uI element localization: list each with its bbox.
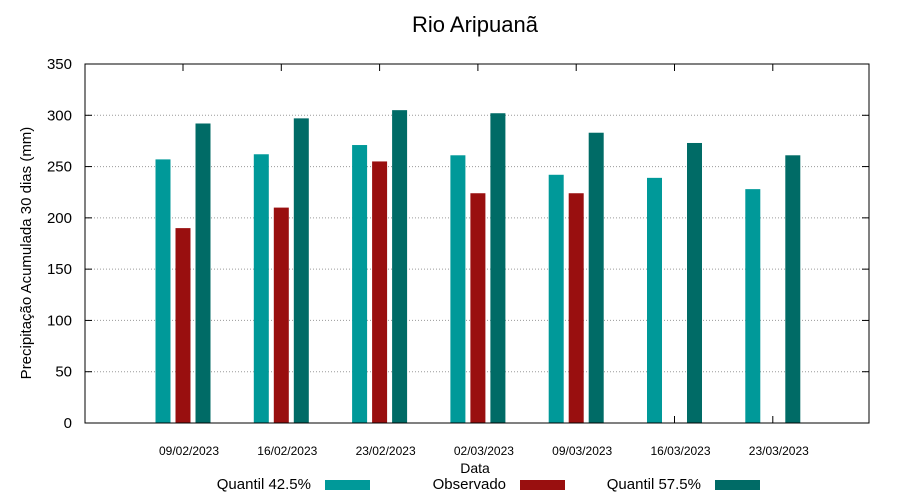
- bar: [588, 132, 604, 424]
- y-tick-label: 100: [47, 312, 72, 329]
- x-axis-ticks: 09/02/2023 16/02/2023 23/02/2023 02/03/2023…: [159, 64, 809, 458]
- x-tick-label: 09/03/2023: [552, 444, 612, 458]
- y-tick-label: 50: [55, 364, 72, 381]
- bar: [470, 193, 486, 423]
- y-tick-label: 300: [47, 107, 72, 124]
- bar: [450, 155, 466, 423]
- x-axis-label: Data: [460, 460, 490, 476]
- x-tick-label: 16/02/2023: [257, 444, 317, 458]
- legend-label: Observado: [433, 476, 506, 493]
- bar: [568, 193, 584, 423]
- bar: [293, 118, 309, 423]
- y-axis-ticks: 0 50 100 150 200 250 300 350: [47, 56, 869, 432]
- bar: [548, 174, 564, 423]
- bar: [253, 154, 269, 423]
- y-axis-label: Precipitação Acumulada 30 dias (mm): [18, 127, 35, 380]
- bar: [745, 189, 761, 423]
- bar: [273, 207, 289, 423]
- y-tick-label: 0: [64, 415, 72, 432]
- x-tick-label: 23/02/2023: [356, 444, 416, 458]
- x-tick-label: 16/03/2023: [650, 444, 710, 458]
- bar: [372, 161, 388, 423]
- x-tick-label: 09/02/2023: [159, 444, 219, 458]
- bar: [195, 123, 211, 424]
- legend-label: Quantil 42.5%: [217, 476, 311, 493]
- y-tick-label: 350: [47, 56, 72, 73]
- y-tick-label: 250: [47, 159, 72, 176]
- legend-swatch: [715, 480, 760, 490]
- bar: [687, 142, 702, 424]
- legend: Quantil 42.5% Observado Quantil 57.5%: [217, 476, 760, 493]
- y-tick-label: 150: [47, 261, 72, 278]
- bars: [155, 110, 801, 424]
- bar: [352, 145, 368, 423]
- bar: [392, 110, 408, 424]
- legend-swatch: [520, 480, 565, 490]
- chart-title: Rio Aripuanã: [412, 12, 539, 37]
- legend-swatch: [325, 480, 370, 490]
- plot-frame: [84, 63, 870, 424]
- x-tick-label: 23/03/2023: [749, 444, 809, 458]
- bar: [785, 155, 801, 423]
- bar: [647, 177, 662, 423]
- bar: [490, 113, 506, 423]
- x-tick-label: 02/03/2023: [454, 444, 514, 458]
- bar: [155, 159, 171, 424]
- bar: [175, 228, 191, 423]
- y-tick-label: 200: [47, 210, 72, 227]
- legend-label: Quantil 57.5%: [607, 476, 701, 493]
